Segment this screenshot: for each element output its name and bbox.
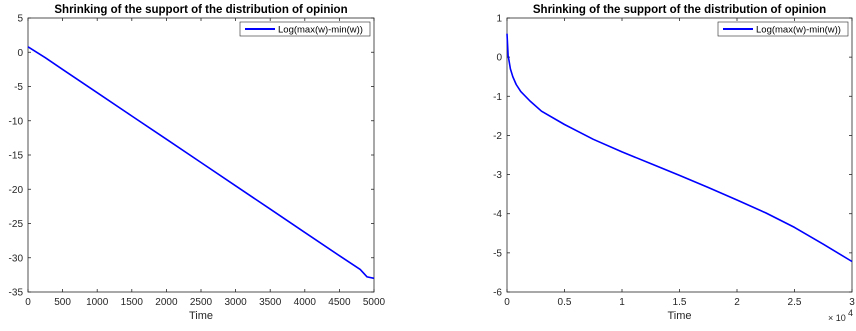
y-tick-label: 1 — [496, 14, 502, 25]
y-tick-label: 5 — [17, 14, 23, 25]
x-tick-label: 2 — [734, 297, 740, 308]
y-tick-label: -30 — [9, 253, 24, 264]
x-tick-label: 0.5 — [558, 297, 572, 308]
x-tick-label: 4500 — [328, 297, 351, 308]
series-line — [506, 33, 853, 263]
plot-area — [27, 17, 375, 293]
y-tick-label: 0 — [17, 48, 23, 59]
x-exponent-label: × 10 — [828, 313, 846, 323]
legend-box — [717, 21, 849, 37]
legend-label: Log(max(w)-min(w)) — [278, 24, 363, 35]
plot-area — [506, 17, 853, 293]
x-axis-label: Time — [189, 310, 213, 322]
x-tick-label: 3000 — [224, 297, 247, 308]
x-exponent-power: 4 — [848, 308, 853, 318]
y-tick-label: -15 — [9, 151, 24, 162]
series-line — [27, 46, 375, 280]
chart-title: Shrinking of the support of the distribu… — [54, 4, 347, 16]
legend-box — [239, 21, 371, 37]
x-tick-label: 1 — [619, 297, 625, 308]
y-tick-label: -4 — [493, 209, 502, 220]
y-tick-label: -1 — [493, 92, 502, 103]
x-axis-label: Time — [667, 310, 691, 322]
y-tick-label: -6 — [493, 288, 502, 299]
x-tick-label: 4000 — [294, 297, 317, 308]
x-tick-label: 5000 — [363, 297, 386, 308]
y-tick-label: -5 — [14, 82, 23, 93]
x-tick-label: 0 — [504, 297, 510, 308]
x-tick-label: 1500 — [121, 297, 144, 308]
x-tick-label: 1000 — [86, 297, 109, 308]
chart-2: Shrinking of the support of the distribu… — [493, 4, 855, 323]
y-tick-label: -2 — [493, 131, 502, 142]
x-tick-label: 3 — [849, 297, 855, 308]
x-tick-label: 2500 — [190, 297, 213, 308]
y-tick-label: -10 — [9, 116, 24, 127]
x-tick-label: 500 — [54, 297, 71, 308]
chart-1: Shrinking of the support of the distribu… — [9, 4, 386, 322]
x-tick-label: 2000 — [155, 297, 178, 308]
y-tick-label: -3 — [493, 170, 502, 181]
y-tick-label: -20 — [9, 185, 24, 196]
chart-title: Shrinking of the support of the distribu… — [533, 4, 826, 16]
y-tick-label: -25 — [9, 219, 24, 230]
legend-label: Log(max(w)-min(w)) — [756, 24, 841, 35]
y-tick-label: -5 — [493, 248, 502, 259]
x-tick-label: 2.5 — [788, 297, 802, 308]
x-tick-label: 0 — [25, 297, 31, 308]
y-tick-label: 0 — [496, 53, 502, 64]
x-tick-label: 1.5 — [673, 297, 687, 308]
y-tick-label: -35 — [9, 288, 24, 299]
x-tick-label: 3500 — [259, 297, 282, 308]
